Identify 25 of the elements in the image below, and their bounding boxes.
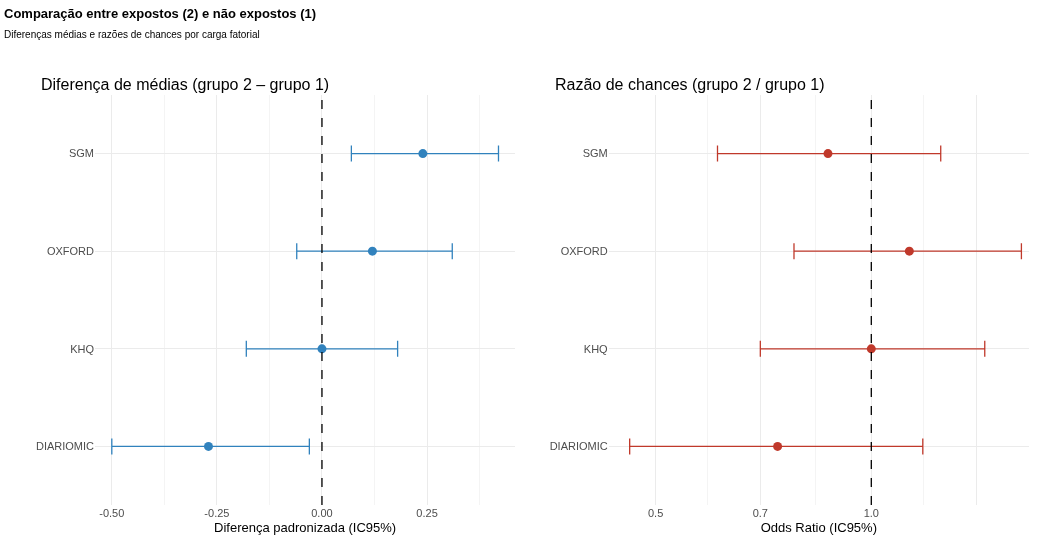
y-tick-label: SGM — [582, 147, 608, 160]
point — [418, 149, 428, 159]
y-tick-label: DIARIOMIC — [35, 440, 95, 453]
x-axis-title: Odds Ratio (IC95%) — [760, 519, 878, 535]
x-tick-label: 0.7 — [752, 507, 768, 519]
y-tick-label: SGM — [68, 147, 94, 160]
y-tick-label: KHQ — [583, 342, 609, 355]
chart-title: Diferença de médias (grupo 2 – grupo 1) — [41, 76, 330, 93]
text: Diferenças médias e razões de chances por carga fatorial — [4, 29, 260, 40]
text: Comparação entre expostos (2) e não expostos (1) — [4, 6, 317, 21]
y-tick-label: OXFORD — [560, 245, 608, 258]
x-tick-label: 0.00 — [311, 507, 333, 519]
x-tick-label: 1.0 — [863, 507, 879, 519]
y-tick-label: OXFORD — [46, 245, 95, 258]
point — [203, 441, 213, 451]
x-tick-label: -0.50 — [99, 507, 125, 519]
x-axis-title: Diferença padronizada (IC95%) — [214, 519, 397, 535]
chart-title: Razão de chances (grupo 2 / grupo 1) — [555, 76, 825, 93]
x-tick-label: 0.25 — [416, 507, 438, 519]
y-tick-label: KHQ — [70, 342, 95, 355]
y-tick-label: DIARIOMIC — [549, 440, 608, 453]
x-tick-label: 0.5 — [647, 507, 664, 519]
point — [367, 246, 377, 256]
x-tick-label: -0.25 — [204, 507, 230, 519]
point — [317, 344, 327, 354]
